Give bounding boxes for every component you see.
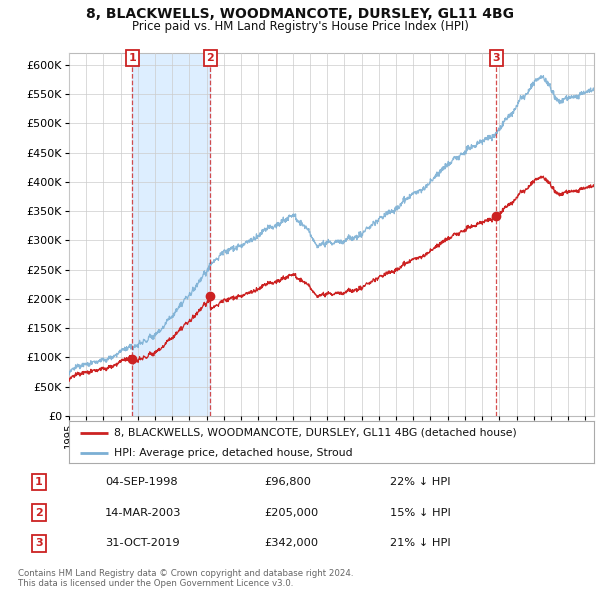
Text: 3: 3	[493, 53, 500, 63]
Text: Price paid vs. HM Land Registry's House Price Index (HPI): Price paid vs. HM Land Registry's House …	[131, 20, 469, 33]
Text: £96,800: £96,800	[264, 477, 311, 487]
Text: 22% ↓ HPI: 22% ↓ HPI	[390, 477, 451, 487]
Text: 31-OCT-2019: 31-OCT-2019	[105, 539, 179, 548]
Text: 1: 1	[35, 477, 43, 487]
Text: 8, BLACKWELLS, WOODMANCOTE, DURSLEY, GL11 4BG (detached house): 8, BLACKWELLS, WOODMANCOTE, DURSLEY, GL1…	[113, 428, 517, 438]
Text: 2: 2	[206, 53, 214, 63]
Text: 04-SEP-1998: 04-SEP-1998	[105, 477, 178, 487]
Text: 15% ↓ HPI: 15% ↓ HPI	[390, 508, 451, 517]
Text: 21% ↓ HPI: 21% ↓ HPI	[390, 539, 451, 548]
Text: 14-MAR-2003: 14-MAR-2003	[105, 508, 182, 517]
Text: £205,000: £205,000	[264, 508, 318, 517]
Text: 1: 1	[128, 53, 136, 63]
Text: HPI: Average price, detached house, Stroud: HPI: Average price, detached house, Stro…	[113, 448, 352, 457]
Text: Contains HM Land Registry data © Crown copyright and database right 2024.
This d: Contains HM Land Registry data © Crown c…	[18, 569, 353, 588]
Text: 8, BLACKWELLS, WOODMANCOTE, DURSLEY, GL11 4BG: 8, BLACKWELLS, WOODMANCOTE, DURSLEY, GL1…	[86, 7, 514, 21]
Text: 2: 2	[35, 508, 43, 517]
Bar	[132, 53, 210, 416]
Text: £342,000: £342,000	[264, 539, 318, 548]
Text: 3: 3	[35, 539, 43, 548]
